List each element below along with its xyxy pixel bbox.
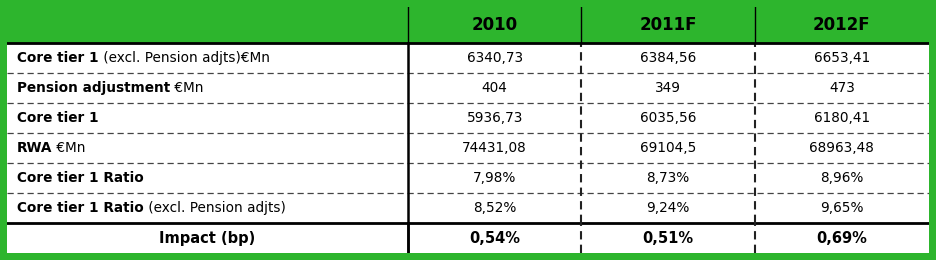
Text: 6384,56: 6384,56 (640, 51, 696, 66)
Text: €Mn: €Mn (52, 141, 86, 155)
Text: 74431,08: 74431,08 (462, 141, 527, 155)
Text: €Mn: €Mn (170, 81, 204, 95)
Text: Core tier 1: Core tier 1 (17, 51, 98, 66)
Text: 8,73%: 8,73% (647, 171, 690, 185)
Text: RWA: RWA (17, 141, 52, 155)
Text: Core tier 1 Ratio: Core tier 1 Ratio (17, 202, 144, 216)
Text: 6653,41: 6653,41 (813, 51, 870, 66)
Text: 9,24%: 9,24% (647, 202, 690, 216)
Text: Pension adjustment: Pension adjustment (17, 81, 170, 95)
Text: 0,54%: 0,54% (469, 231, 520, 246)
Text: 7,98%: 7,98% (473, 171, 517, 185)
Text: 2012F: 2012F (813, 16, 870, 34)
Bar (0, 0, 7, 260)
Text: 8,96%: 8,96% (820, 171, 864, 185)
Text: 8,52%: 8,52% (473, 202, 517, 216)
Text: Core tier 1: Core tier 1 (17, 112, 98, 125)
Text: 6180,41: 6180,41 (813, 112, 870, 125)
Text: 0,69%: 0,69% (816, 231, 868, 246)
Text: Core tier 1 Ratio: Core tier 1 Ratio (17, 171, 144, 185)
Text: 2010: 2010 (472, 16, 518, 34)
Text: 5936,73: 5936,73 (466, 112, 523, 125)
Bar (0, 0, 936, 7)
Text: (excl. Pension adjts)€Mn: (excl. Pension adjts)€Mn (98, 51, 270, 66)
Bar (0, 253, 936, 260)
Bar (929, 0, 936, 260)
Bar (7, 43, 929, 253)
Text: 68963,48: 68963,48 (810, 141, 874, 155)
Text: 404: 404 (482, 81, 507, 95)
Text: 349: 349 (655, 81, 681, 95)
Text: 0,51%: 0,51% (642, 231, 694, 246)
Text: (excl. Pension adjts): (excl. Pension adjts) (144, 202, 285, 216)
Text: 6340,73: 6340,73 (467, 51, 523, 66)
Text: 9,65%: 9,65% (820, 202, 864, 216)
Text: 473: 473 (829, 81, 855, 95)
Text: Impact (bp): Impact (bp) (159, 231, 256, 246)
Text: 2011F: 2011F (639, 16, 696, 34)
Text: 6035,56: 6035,56 (640, 112, 696, 125)
Text: 69104,5: 69104,5 (640, 141, 696, 155)
Bar (7, 7, 929, 43)
